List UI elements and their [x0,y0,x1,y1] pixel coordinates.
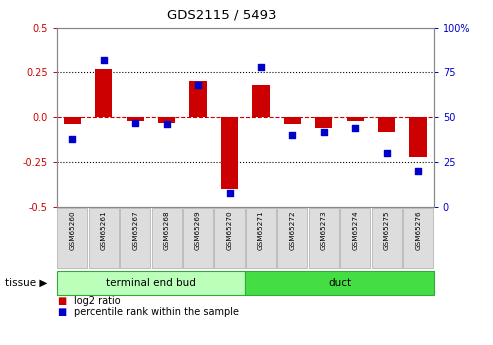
Bar [57,271,245,295]
Text: ■: ■ [57,296,66,306]
Text: GSM65276: GSM65276 [415,210,421,250]
Bar [340,208,370,268]
Point [163,122,171,127]
Text: GSM65273: GSM65273 [321,210,327,250]
Point [226,190,234,195]
Point [257,64,265,70]
Point [383,150,390,156]
Bar [278,208,308,268]
Text: GSM65269: GSM65269 [195,210,201,250]
Text: GDS2115 / 5493: GDS2115 / 5493 [167,9,277,22]
Bar [246,208,276,268]
Text: ■: ■ [57,307,66,317]
Text: duct: duct [328,278,351,288]
Text: percentile rank within the sample: percentile rank within the sample [74,307,239,317]
Bar [378,117,395,132]
Bar [64,117,81,125]
Point [320,129,328,135]
Text: terminal end bud: terminal end bud [106,278,196,288]
Point [69,136,76,141]
Text: GSM65260: GSM65260 [70,210,75,250]
Text: GSM65275: GSM65275 [384,210,389,250]
Point [414,168,422,174]
Bar [214,208,245,268]
Bar [245,271,434,295]
Point [131,120,139,126]
Bar [57,208,87,268]
Bar [284,117,301,125]
Bar [183,208,213,268]
Text: GSM65267: GSM65267 [132,210,138,250]
Bar [120,208,150,268]
Bar [95,69,112,117]
Bar [221,117,238,189]
Bar [189,81,207,117]
Text: GSM65274: GSM65274 [352,210,358,250]
Bar [152,208,182,268]
Text: GSM65270: GSM65270 [227,210,233,250]
Bar [309,208,339,268]
Bar [372,208,402,268]
Bar [315,117,332,128]
Bar [158,117,176,123]
Bar [127,117,144,121]
Text: GSM65271: GSM65271 [258,210,264,250]
Bar [252,85,270,117]
Text: GSM65272: GSM65272 [289,210,295,250]
Text: log2 ratio: log2 ratio [74,296,121,306]
Bar [347,117,364,121]
Bar [89,208,119,268]
Point [288,132,296,138]
Text: GSM65268: GSM65268 [164,210,170,250]
Point [100,57,108,63]
Bar [410,117,427,157]
Text: GSM65261: GSM65261 [101,210,107,250]
Text: tissue ▶: tissue ▶ [5,278,47,288]
Point [194,82,202,88]
Point [352,125,359,131]
Bar [403,208,433,268]
